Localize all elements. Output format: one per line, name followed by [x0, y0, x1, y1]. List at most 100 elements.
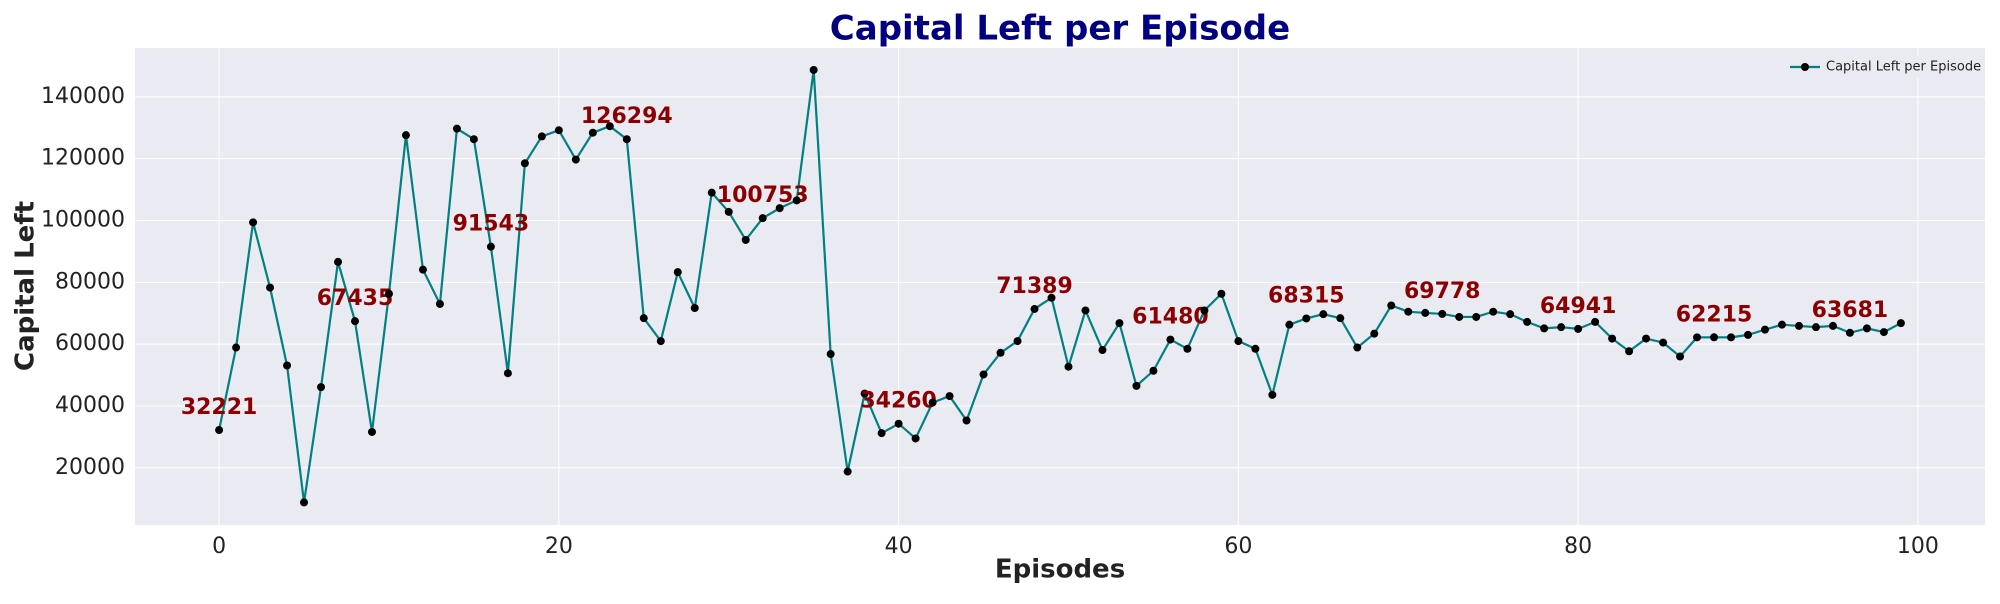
- y-tick-label: 140000: [41, 84, 125, 109]
- data-point: [690, 303, 699, 312]
- data-point: [1879, 328, 1888, 337]
- data-point: [1200, 306, 1209, 315]
- data-point: [1896, 319, 1905, 328]
- data-label: 62215: [1676, 302, 1753, 327]
- data-point: [1506, 310, 1515, 319]
- x-axis-label: Episodes: [995, 555, 1125, 585]
- series-line: [218, 69, 1902, 503]
- data-label: 67435: [317, 286, 394, 311]
- legend-label: Capital Left per Episode: [1826, 60, 1981, 75]
- data-point: [911, 434, 920, 443]
- data-label: 68315: [1268, 283, 1345, 308]
- x-tick-label: 20: [545, 534, 573, 559]
- data-point: [1472, 312, 1481, 321]
- data-point: [1574, 324, 1583, 333]
- data-point: [283, 361, 292, 370]
- data-point: [843, 467, 852, 476]
- data-point: [1625, 347, 1634, 356]
- data-point: [1489, 307, 1498, 316]
- data-point: [1845, 328, 1854, 337]
- data-point: [215, 426, 224, 435]
- data-point: [945, 392, 954, 401]
- data-point: [1081, 306, 1090, 315]
- data-point: [1251, 344, 1260, 353]
- data-point: [1370, 329, 1379, 338]
- data-point: [1523, 317, 1532, 326]
- data-point: [537, 132, 546, 141]
- data-point: [1540, 324, 1549, 333]
- data-point: [435, 299, 444, 308]
- x-tick-label: 60: [1224, 534, 1252, 559]
- data-point: [1285, 320, 1294, 329]
- legend-marker: [1801, 63, 1809, 71]
- data-point: [1727, 333, 1736, 342]
- data-point: [741, 235, 750, 244]
- x-tick-label: 0: [212, 534, 226, 559]
- data-point: [317, 383, 326, 392]
- data-point: [1811, 323, 1820, 332]
- data-point: [1302, 314, 1311, 323]
- data-point: [1591, 317, 1600, 326]
- plot-area: [135, 48, 1985, 525]
- data-point: [1336, 314, 1345, 323]
- data-point: [673, 268, 682, 277]
- data-point: [809, 65, 818, 74]
- data-point: [1387, 301, 1396, 310]
- data-point: [300, 498, 309, 507]
- data-point: [469, 135, 478, 144]
- data-point: [384, 289, 393, 298]
- data-point: [554, 126, 563, 135]
- data-label: 126294: [581, 104, 673, 129]
- data-point: [1557, 323, 1566, 332]
- data-point: [334, 257, 343, 266]
- data-label: 61480: [1132, 305, 1209, 330]
- data-point: [1455, 312, 1464, 321]
- data-point: [1710, 333, 1719, 342]
- chart-title: Capital Left per Episode: [830, 9, 1290, 49]
- data-point: [1862, 324, 1871, 333]
- data-point: [588, 128, 597, 137]
- data-point: [401, 131, 410, 140]
- data-point: [1132, 381, 1141, 390]
- data-point: [418, 265, 427, 274]
- data-point: [1098, 346, 1107, 355]
- data-point: [656, 337, 665, 346]
- data-point: [894, 419, 903, 428]
- data-point: [1217, 289, 1226, 298]
- data-point: [622, 135, 631, 144]
- data-point: [486, 242, 495, 251]
- data-point: [792, 196, 801, 205]
- y-axis-label: Capital Left: [11, 201, 41, 371]
- data-point: [605, 122, 614, 131]
- data-point: [1777, 320, 1786, 329]
- data-label: 64941: [1540, 294, 1617, 319]
- data-point: [1608, 334, 1617, 343]
- data-point: [1693, 333, 1702, 342]
- data-point: [707, 188, 716, 197]
- data-label: 34260: [860, 389, 937, 414]
- legend-box: [1780, 56, 1978, 78]
- data-label: 69778: [1404, 279, 1481, 304]
- x-tick-label: 100: [1897, 534, 1939, 559]
- data-point: [826, 350, 835, 359]
- data-point: [1438, 309, 1447, 318]
- data-label: 91543: [453, 212, 530, 237]
- data-point: [1166, 335, 1175, 344]
- data-point: [1030, 304, 1039, 313]
- y-tick-label: 100000: [41, 207, 125, 232]
- y-tick-label: 20000: [55, 455, 125, 480]
- data-label: 100753: [717, 183, 809, 208]
- data-point: [1149, 366, 1158, 375]
- data-label: 71389: [996, 274, 1073, 299]
- data-point: [266, 283, 275, 292]
- y-tick-label: 80000: [55, 269, 125, 294]
- data-point: [232, 343, 241, 352]
- data-point: [1319, 310, 1328, 319]
- data-point: [1642, 334, 1651, 343]
- data-point: [1676, 352, 1685, 361]
- data-point: [1761, 325, 1770, 334]
- data-point: [860, 389, 869, 398]
- data-point: [1421, 308, 1430, 317]
- y-tick-label: 40000: [55, 393, 125, 418]
- data-point: [1064, 362, 1073, 371]
